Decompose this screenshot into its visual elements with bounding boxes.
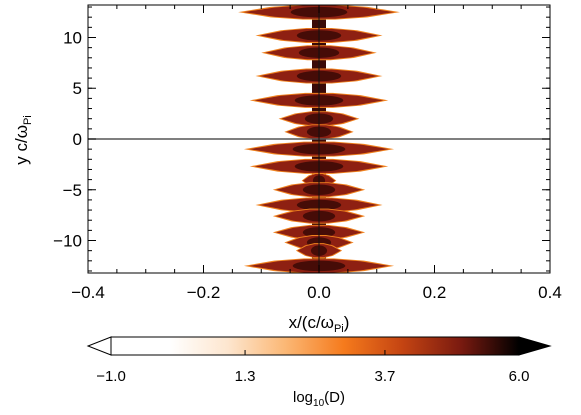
x-axis-label: x/(c/ωPi)	[289, 313, 350, 335]
y-tick-label: 10	[63, 28, 82, 47]
colorbar-tick-label: 3.7	[375, 368, 396, 385]
y-tick-label: 5	[73, 79, 82, 98]
colorbar-tick-label: 6.0	[509, 368, 530, 385]
x-tick-label: 0.2	[423, 283, 447, 302]
x-tick-label: −0.4	[71, 283, 105, 302]
x-tick-label: −0.2	[187, 283, 221, 302]
y-tick-label: −5	[63, 181, 82, 200]
y-axis: −10 −5 0 5 10	[53, 6, 550, 272]
x-tick-label: 0.4	[538, 283, 562, 302]
colorbar-tick-label: 1.3	[235, 368, 256, 385]
colorbar: −1.0 1.3 3.7 6.0 log10(D)	[86, 336, 552, 409]
colorbar-label: log10(D)	[293, 389, 345, 409]
colorbar-low-extend	[86, 336, 112, 356]
colorbar-gradient	[110, 336, 520, 356]
colorbar-ticks: −1.0 1.3 3.7 6.0	[96, 350, 529, 385]
colorbar-high-extend	[518, 336, 552, 356]
y-tick-label: 0	[73, 130, 82, 149]
y-axis-label: y c/ωPi	[12, 115, 34, 165]
x-axis: −0.4 −0.2 0.0 0.2 0.4	[71, 5, 562, 302]
x-tick-label: 0.0	[307, 283, 331, 302]
y-tick-label: −10	[53, 232, 82, 251]
colorbar-tick-label: −1.0	[96, 368, 126, 385]
